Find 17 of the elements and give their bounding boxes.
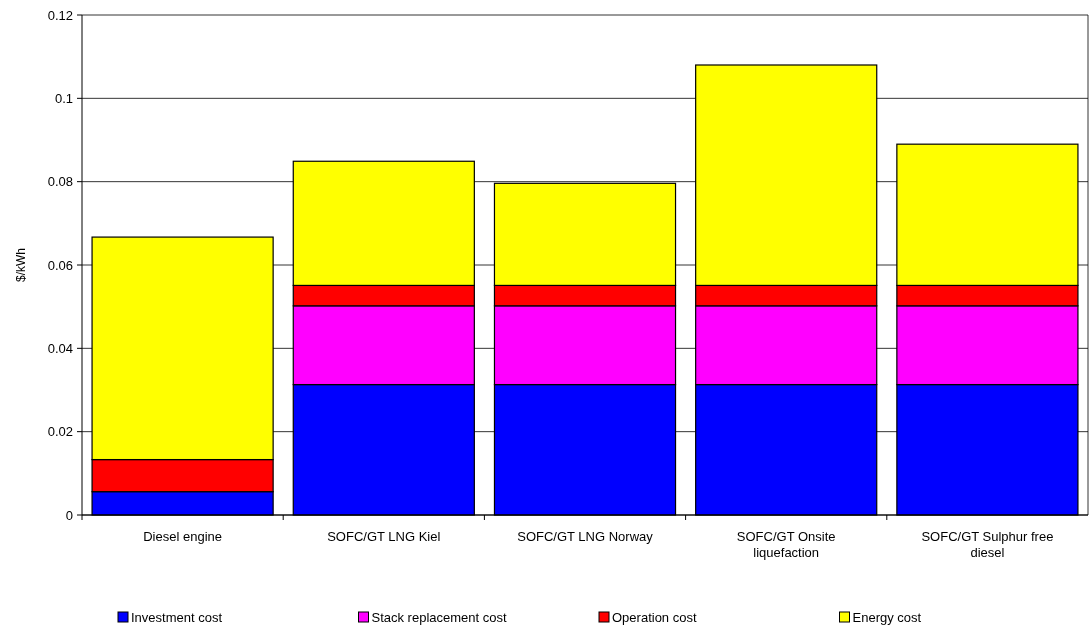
legend-label: Investment cost <box>131 610 223 625</box>
y-tick-label: 0.06 <box>47 257 73 273</box>
y-axis-title: $/kWh <box>14 247 28 283</box>
x-tick-label: SOFC/GT Onsite liquefaction <box>736 529 836 560</box>
x-tick-label: Diesel engine <box>143 529 222 544</box>
x-tick-label: SOFC/GT LNG Kiel <box>327 529 441 544</box>
y-tick-label: 0.08 <box>47 174 73 190</box>
legend-label: Operation cost <box>612 610 697 625</box>
x-tick-label: SOFC/GT Sulphur free diesel <box>921 529 1054 560</box>
y-tick-label: 0.02 <box>47 424 73 440</box>
y-tick-label: 0.04 <box>47 340 73 356</box>
y-tick-label: 0.12 <box>47 7 73 23</box>
y-tick-label: 0.1 <box>54 90 73 106</box>
legend-label: Energy cost <box>852 610 922 625</box>
y-tick-label: 0 <box>65 507 73 523</box>
legend-label: Stack replacement cost <box>371 610 507 625</box>
x-tick-label: SOFC/GT LNG Norway <box>517 529 654 544</box>
